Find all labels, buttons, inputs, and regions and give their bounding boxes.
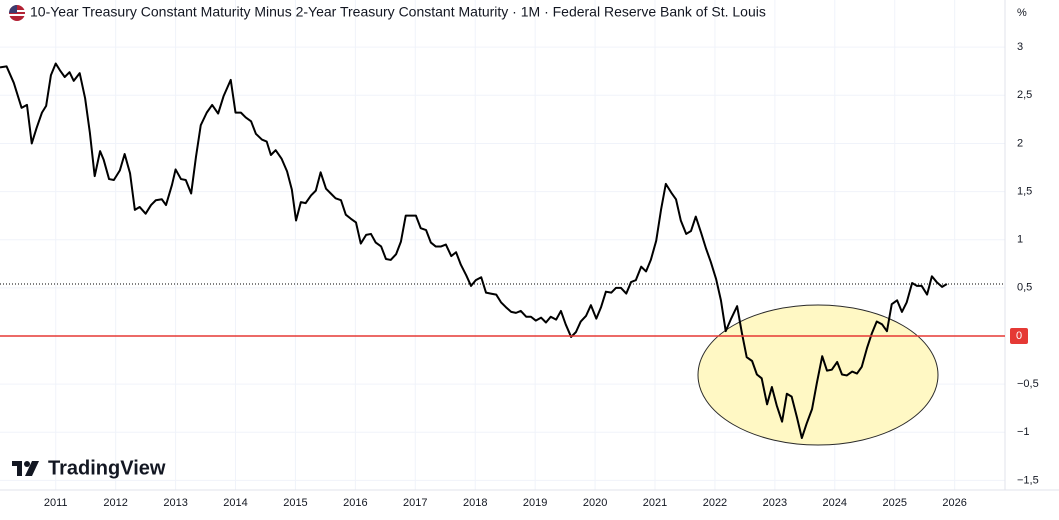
y-tick-label: 0 [1016,330,1022,342]
y-tick-label: −1 [1017,426,1030,438]
y-tick-label: 3 [1017,41,1023,53]
x-tick-label: 2025 [882,497,906,509]
chart-title: 10-Year Treasury Constant Maturity Minus… [30,4,766,20]
unit-label: % [1017,7,1027,19]
brand-logo [12,461,39,476]
x-tick-label: 2020 [583,497,607,509]
y-tick-label: 2,5 [1017,89,1032,101]
x-tick-label: 2022 [703,497,727,509]
y-tick-label: −1,5 [1017,474,1039,486]
y-tick-label: 1 [1017,234,1023,246]
y-tick-label: 1,5 [1017,185,1032,197]
y-tick-label: 2 [1017,137,1023,149]
zero-label-box [1010,327,1028,344]
x-tick-label: 2024 [823,497,847,509]
x-tick-label: 2023 [763,497,787,509]
brand-name: TradingView [48,457,166,479]
data-line [0,62,948,440]
x-tick-label: 2013 [163,497,187,509]
x-tick-label: 2019 [523,497,547,509]
x-tick-label: 2026 [942,497,966,509]
x-tick-label: 2011 [44,497,68,509]
flag-icon [9,5,25,21]
plot [0,62,1005,440]
y-tick-label: −0,5 [1017,378,1039,390]
x-tick-label: 2014 [223,497,247,509]
x-tick-label: 2021 [643,497,667,509]
x-tick-label: 2018 [463,497,487,509]
y-tick-label: 0,5 [1017,282,1032,294]
x-tick-label: 2016 [343,497,367,509]
x-tick-label: 2015 [283,497,307,509]
x-tick-label: 2012 [103,497,127,509]
x-tick-label: 2017 [403,497,427,509]
